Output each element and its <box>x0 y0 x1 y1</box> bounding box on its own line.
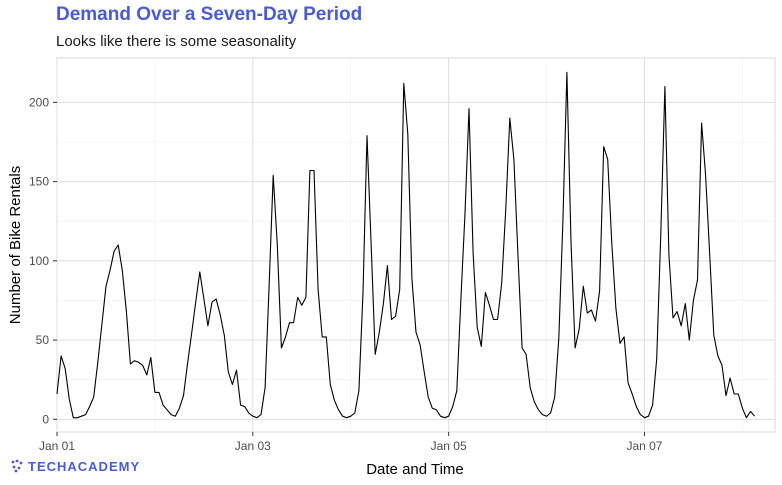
x-tick-label: Jan 05 <box>431 439 467 453</box>
chart-subtitle: Looks like there is some seasonality <box>56 33 297 50</box>
x-tick-label: Jan 01 <box>39 439 75 453</box>
y-tick-label: 200 <box>29 95 49 109</box>
chart-title: Demand Over a Seven-Day Period <box>56 4 363 25</box>
brand-logo: TECHACADEMY <box>10 457 140 475</box>
x-tick-label: Jan 03 <box>235 439 271 453</box>
grid-lines <box>56 58 775 432</box>
y-tick-label: 0 <box>42 412 49 426</box>
series-line <box>56 71 756 419</box>
x-tick-label: Jan 07 <box>626 439 662 453</box>
y-axis-label: Number of Bike Rentals <box>7 166 24 324</box>
plot-panel <box>56 57 776 433</box>
series-group <box>56 71 756 419</box>
y-axis: 0 50 100 150 200 <box>29 95 57 426</box>
y-tick-label: 150 <box>29 175 49 189</box>
x-axis-label: Date and Time <box>366 461 464 478</box>
logo-text: TECHACADEMY <box>28 458 141 474</box>
y-tick-label: 100 <box>29 254 49 268</box>
logo-dots-icon <box>11 459 23 473</box>
x-axis: Jan 01 Jan 03 Jan 05 Jan 07 <box>39 432 663 453</box>
y-tick-label: 50 <box>36 333 50 347</box>
